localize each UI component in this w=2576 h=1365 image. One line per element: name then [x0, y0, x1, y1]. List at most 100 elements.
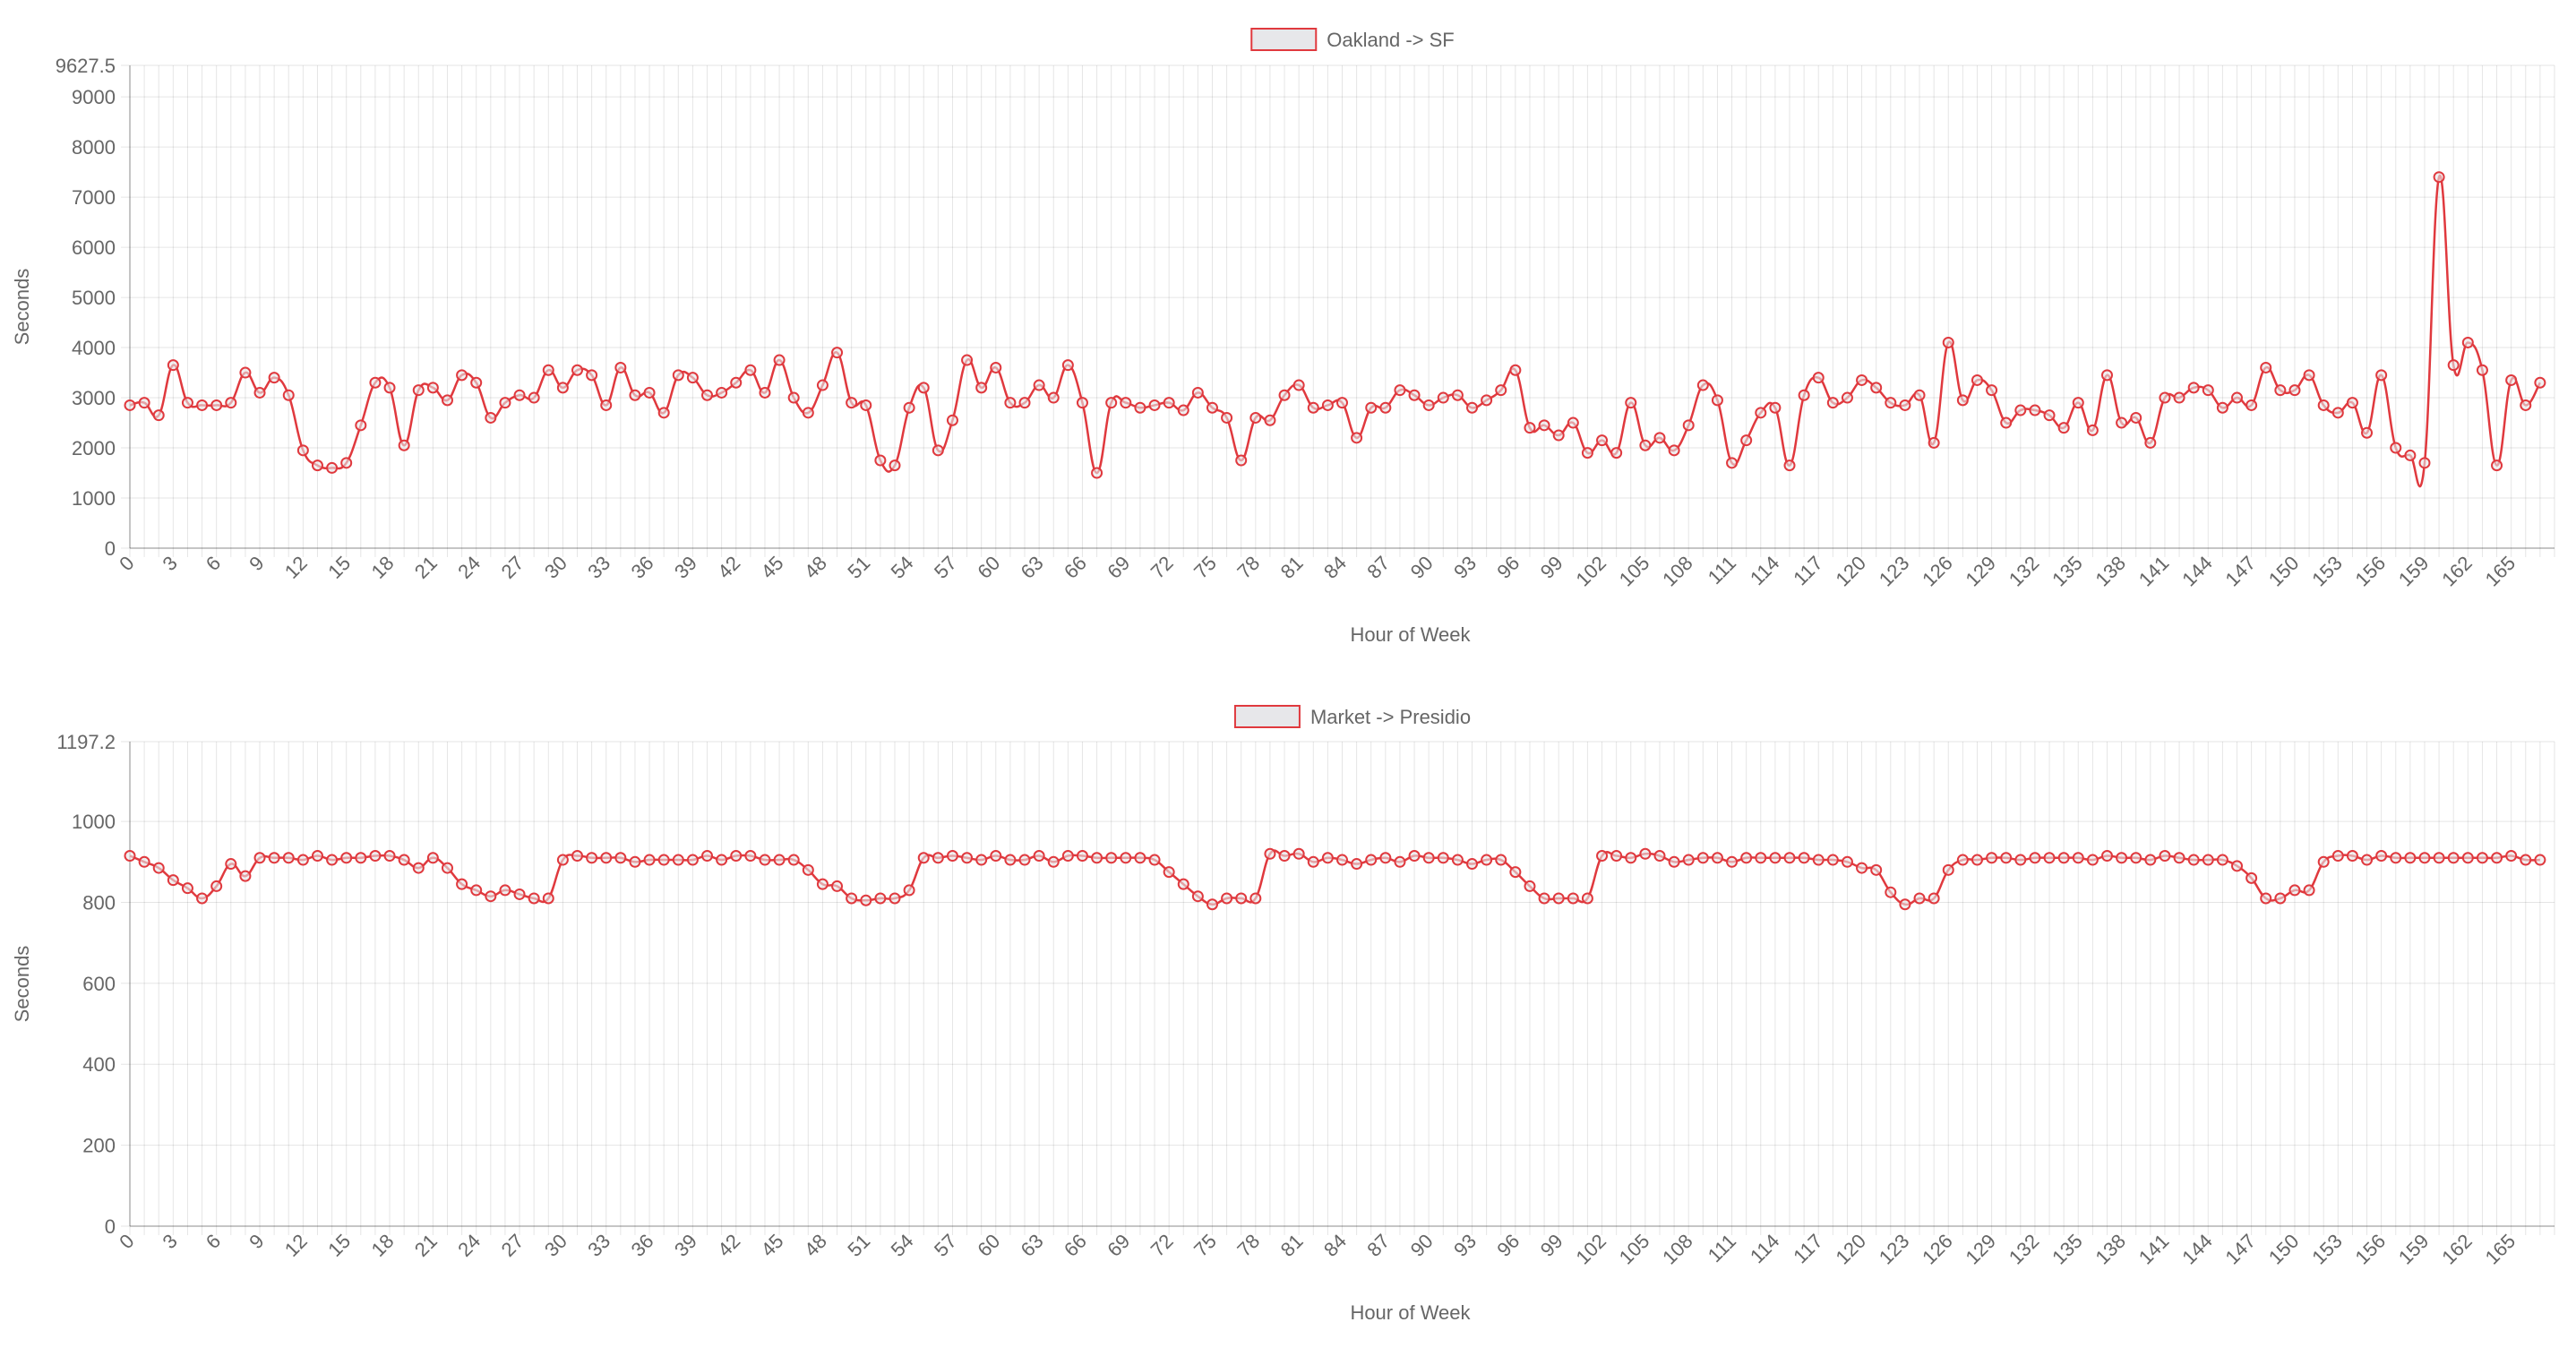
data-point	[586, 852, 598, 864]
data-point	[1249, 892, 1262, 905]
data-point	[239, 366, 252, 379]
x-tick-label: 6	[202, 552, 225, 575]
data-point	[1928, 892, 1940, 905]
data-point	[485, 411, 497, 424]
data-point	[2331, 407, 2344, 419]
x-tick-label: 141	[2134, 1230, 2174, 1269]
x-tick-label: 105	[1615, 552, 1654, 591]
data-point	[571, 364, 584, 376]
data-point	[1841, 391, 1853, 404]
data-point	[1696, 379, 1709, 391]
x-tick-label: 75	[1189, 552, 1221, 583]
data-point	[1913, 892, 1926, 905]
data-point	[1783, 852, 1796, 864]
data-point	[1134, 852, 1146, 864]
data-point	[2202, 854, 2214, 866]
x-tick-label: 159	[2394, 1230, 2434, 1269]
data-point	[1682, 419, 1695, 432]
data-point	[2476, 852, 2488, 864]
data-point	[1091, 467, 1103, 479]
data-point	[2346, 397, 2358, 409]
data-point	[1956, 854, 1969, 866]
x-tick-label: 33	[583, 552, 614, 583]
data-point	[686, 854, 699, 866]
data-point	[2260, 361, 2272, 373]
data-point	[1076, 397, 1088, 409]
data-point	[1163, 866, 1175, 879]
x-tick-label: 54	[887, 552, 918, 583]
x-tick-label: 45	[757, 1230, 788, 1261]
data-point	[1451, 389, 1464, 401]
data-point	[268, 372, 280, 384]
x-tick-label: 21	[410, 552, 442, 583]
x-tick-label: 165	[2481, 552, 2520, 591]
data-point	[441, 862, 453, 874]
x-tick-label: 135	[2048, 1230, 2087, 1269]
gridlines	[121, 741, 2555, 1235]
data-point	[1581, 447, 1593, 459]
x-tick-label: 120	[1831, 552, 1870, 591]
data-point	[355, 419, 367, 432]
x-tick-label: 15	[323, 552, 355, 583]
data-point	[2461, 852, 2474, 864]
x-tick-label: 33	[583, 1230, 614, 1261]
data-point	[1321, 399, 1334, 411]
data-point	[1639, 847, 1652, 860]
data-point	[181, 882, 193, 895]
data-point	[701, 850, 714, 863]
x-tick-label: 138	[2091, 1230, 2131, 1269]
data-point	[990, 850, 1002, 863]
data-point	[1336, 854, 1348, 866]
data-point	[124, 399, 136, 411]
x-tick-label: 78	[1232, 1230, 1264, 1261]
data-point	[326, 461, 339, 474]
y-axis-title: Seconds	[11, 946, 33, 1023]
y-tick-label: 0	[105, 537, 116, 560]
data-point	[1351, 858, 1363, 871]
data-point	[1596, 434, 1609, 447]
x-tick-label: 123	[1875, 1230, 1914, 1269]
data-point	[1639, 439, 1652, 451]
data-point	[369, 850, 382, 863]
data-point	[1437, 852, 1449, 864]
data-point	[730, 376, 743, 389]
x-tick-label: 78	[1232, 552, 1264, 583]
data-point	[1451, 854, 1464, 866]
x-tick-label: 165	[2481, 1230, 2520, 1269]
x-tick-label: 144	[2177, 1230, 2217, 1269]
x-tick-label: 144	[2177, 552, 2217, 591]
data-point	[2159, 391, 2171, 404]
data-point	[1018, 854, 1031, 866]
data-point	[2274, 384, 2287, 397]
y-tick-label: 4000	[72, 337, 116, 359]
data-point	[1942, 863, 1954, 876]
data-point	[773, 354, 786, 366]
data-point	[1841, 855, 1853, 868]
x-tick-label: 15	[323, 1230, 355, 1261]
data-point	[296, 854, 309, 866]
data-point	[2418, 852, 2431, 864]
data-point	[1913, 389, 1926, 401]
x-axis-title: Hour of Week	[1350, 623, 1471, 646]
x-tick-label: 129	[1961, 552, 2000, 591]
data-point	[196, 892, 209, 905]
x-tick-label: 81	[1276, 1230, 1308, 1261]
data-point	[1249, 411, 1262, 424]
gridlines	[121, 64, 2555, 557]
data-point	[1191, 890, 1204, 903]
data-point	[1653, 850, 1666, 863]
data-point	[2086, 424, 2099, 436]
data-point	[2187, 854, 2200, 866]
x-tick-label: 36	[627, 552, 658, 583]
x-tick-label: 12	[280, 1230, 312, 1261]
data-point	[657, 407, 670, 419]
x-tick-label: 21	[410, 1230, 442, 1261]
data-point	[1336, 397, 1348, 409]
x-tick-label: 150	[2264, 552, 2304, 591]
x-tick-label: 51	[843, 552, 874, 583]
data-point	[2144, 436, 2157, 449]
data-point	[643, 854, 656, 866]
data-point	[2505, 373, 2518, 386]
data-point	[1899, 399, 1911, 411]
data-point	[1495, 854, 1507, 866]
